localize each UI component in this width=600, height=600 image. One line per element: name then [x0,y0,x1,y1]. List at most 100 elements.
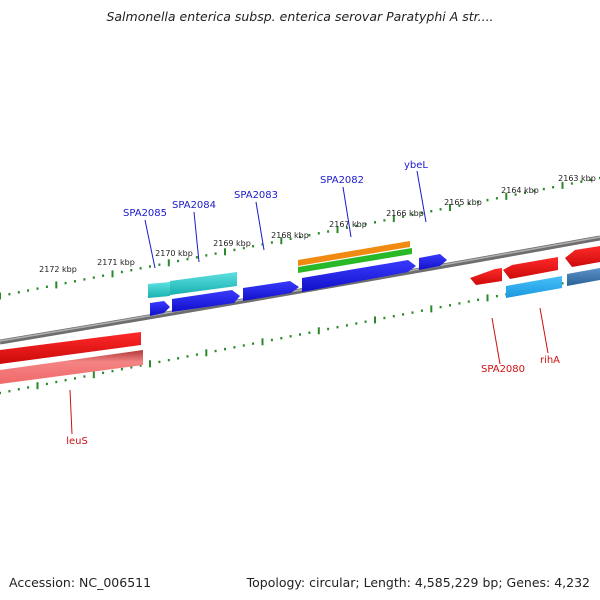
lower-ruler-major-tick [261,338,264,346]
gene-spa2080-red[interactable] [470,268,502,285]
ruler-label: 2169 kbp [213,239,251,248]
lower-ruler-major-tick [92,371,95,379]
upper-ruler-minor-tick [205,254,208,257]
lower-ruler-minor-tick [214,349,217,353]
upper-ruler-major-tick [561,181,564,189]
lower-ruler-minor-tick [177,357,180,360]
lower-ruler-major-tick [205,349,208,357]
lower-ruler-minor-tick [0,391,1,395]
upper-ruler-minor-tick [533,189,536,193]
topology-text: Topology: circular; Length: 4,585,229 bp… [246,575,590,590]
upper-ruler-minor-tick [383,219,386,222]
lower-ruler-minor-tick [327,327,330,331]
upper-ruler-minor-tick [542,187,545,191]
lower-ruler-minor-tick [167,358,170,362]
gene-spa2083-blue[interactable] [243,281,299,301]
ruler-label: 2167 kbp [329,220,367,229]
gene-spa2085-cyan[interactable] [148,282,170,298]
gene-spa2082-orange[interactable] [298,241,410,266]
accession-text: Accession: NC_006511 [9,575,152,590]
ruler-label: 2172 kbp [39,265,77,274]
lower-ruler-minor-tick [224,347,226,351]
lower-ruler-minor-tick [130,366,133,369]
gene-label-spa2083[interactable]: SPA2083 [234,190,278,201]
ruler-label: 2168 kbp [271,231,309,240]
gene-label-spa2082[interactable]: SPA2082 [320,175,364,186]
gene-riha-red[interactable] [503,257,558,279]
lower-ruler-minor-tick [242,344,245,347]
lower-ruler-minor-tick [83,375,86,378]
upper-ruler-minor-tick [439,208,442,211]
upper-ruler-minor-tick [45,285,48,288]
lower-ruler-minor-tick [355,322,358,325]
dna-backbone [0,235,600,345]
upper-ruler-minor-tick [524,191,526,194]
lower-ruler-major-tick [430,305,433,313]
lower-ruler-major-tick [317,327,320,335]
label-line-riha [539,307,549,354]
gene-spa2084-blue[interactable] [172,290,240,312]
gene-label-spa2084[interactable]: SPA2084 [172,200,216,211]
gene-label-spa2080[interactable]: SPA2080 [481,364,525,375]
gene-leus-pink[interactable] [0,350,143,384]
lower-ruler-major-tick [36,382,39,390]
upper-ruler-minor-tick [589,178,592,181]
upper-ruler-major-tick [111,270,114,278]
gene-offscreen-red[interactable] [565,246,600,267]
lower-ruler-minor-tick [364,320,367,323]
upper-ruler-minor-tick [458,204,461,207]
lower-ruler-minor-tick [449,304,451,307]
gene-label-ybel[interactable]: ybeL [404,160,428,171]
gene-label-riha[interactable]: rihA [540,355,560,366]
lower-ruler-minor-tick [411,311,414,314]
upper-ruler-minor-tick [195,256,198,259]
upper-ruler-minor-tick [364,222,367,226]
upper-ruler-minor-tick [270,241,273,244]
upper-ruler-minor-tick [139,267,142,270]
upper-ruler-major-tick [505,192,508,200]
upper-ruler-minor-tick [402,215,405,218]
lower-ruler-minor-tick [64,379,67,382]
upper-ruler-minor-tick [74,280,76,283]
lower-ruler-minor-tick [74,377,76,380]
gene-label-spa2085[interactable]: SPA2085 [123,208,167,219]
lower-ruler-minor-tick [55,380,58,384]
upper-ruler-minor-tick [308,234,311,237]
upper-ruler-major-tick [449,204,451,211]
lower-ruler-minor-tick [158,360,161,364]
reverse-genes [0,246,600,384]
gene-offscreen-steelblue[interactable] [567,268,600,286]
lower-ruler-minor-tick [392,315,395,318]
genome-title: Salmonella enterica subsp. enterica sero… [106,9,494,24]
lower-ruler-minor-tick [102,371,105,375]
gene-spa2082-blue[interactable] [302,260,416,292]
ruler-label: 2164 kbp [501,186,539,195]
gene-spa2082-green[interactable] [298,248,412,273]
upper-ruler-major-tick [55,281,58,289]
upper-ruler-minor-tick [252,245,255,248]
lower-ruler-minor-tick [252,342,255,345]
lower-ruler-minor-tick [561,282,564,285]
lower-ruler-minor-tick [345,324,348,327]
lower-ruler-minor-tick [336,326,339,329]
gene-ybel-blue[interactable] [419,254,447,270]
lower-ruler-minor-tick [195,353,198,356]
upper-ruler-minor-tick [102,274,105,277]
gene-leus-red[interactable] [0,332,141,364]
gene-spa2085-blue[interactable] [150,301,170,316]
upper-ruler-minor-tick [570,182,573,185]
lower-ruler-minor-tick [8,390,11,393]
gene-label-leus[interactable]: leuS [66,436,88,447]
upper-ruler-major-tick [392,215,395,223]
upper-ruler-minor-tick [36,287,39,290]
gene-spa2084-cyan[interactable] [170,272,237,295]
gene-riha-skyblue[interactable] [506,276,562,298]
lower-ruler-minor-tick [120,368,123,371]
upper-ruler-minor-tick [289,237,292,240]
kbp-ruler-labels: 2172 kbp 2171 kbp 2170 kbp 2169 kbp 2168 kbp… [39,174,596,274]
lower-ruler-minor-tick [280,337,283,340]
lower-ruler-minor-tick [299,333,301,336]
gene-labels: SPA2085 SPA2084 SPA2083 SPA2082 ybeL SPA… [66,160,560,447]
lower-ruler-minor-tick [233,346,236,349]
